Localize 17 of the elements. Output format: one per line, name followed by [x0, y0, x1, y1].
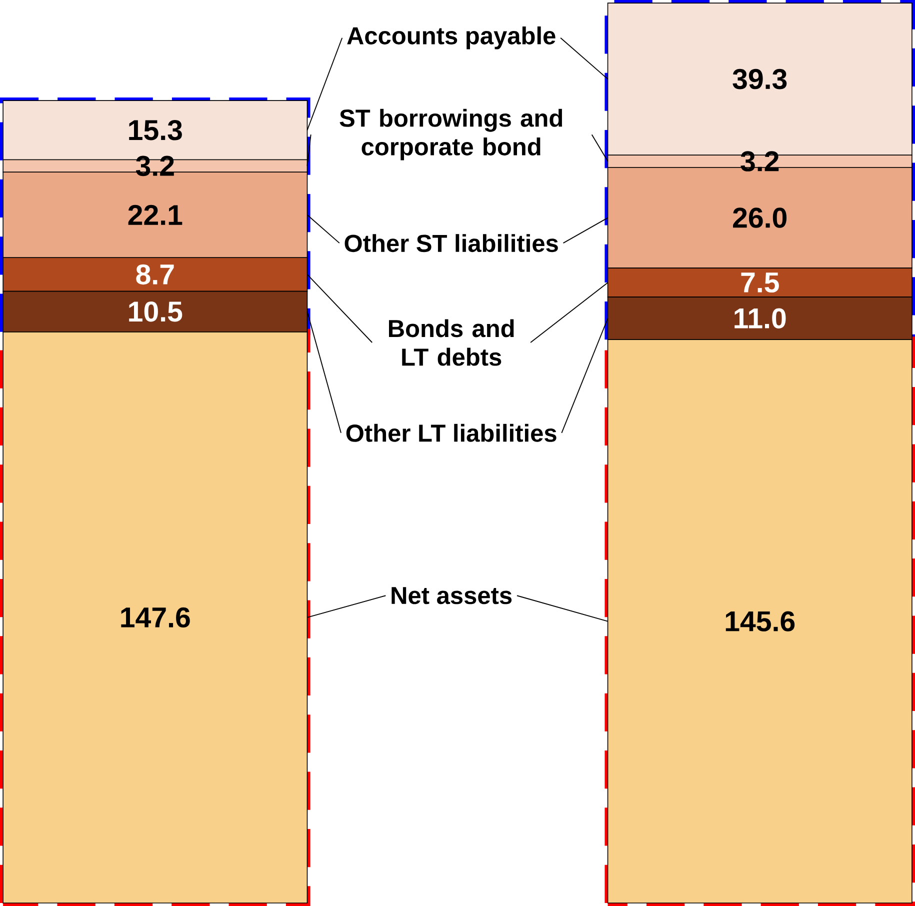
data-label: 8.7 [136, 264, 174, 285]
data-label: 7.5 [741, 272, 779, 293]
data-label: 10.5 [129, 301, 182, 322]
data-label: 3.2 [740, 151, 779, 172]
data-label: 147.6 [121, 607, 190, 628]
legend-label: Other ST liabilities [344, 234, 558, 252]
data-label: 39.3 [732, 68, 787, 90]
data-label: 22.1 [128, 204, 182, 225]
text: Other LT liabilities [346, 424, 556, 442]
data-label: 11.0 [734, 308, 786, 328]
text: Accounts payable [347, 26, 556, 50]
legend-label: ST borrowings and corporate bond [340, 108, 562, 160]
legend-label: Net assets [392, 587, 512, 604]
data-label: 15.3 [129, 120, 182, 140]
data-label: 145.6 [726, 611, 795, 632]
data-label: 26.0 [733, 208, 787, 228]
text: Bonds and LT debts [389, 319, 514, 366]
